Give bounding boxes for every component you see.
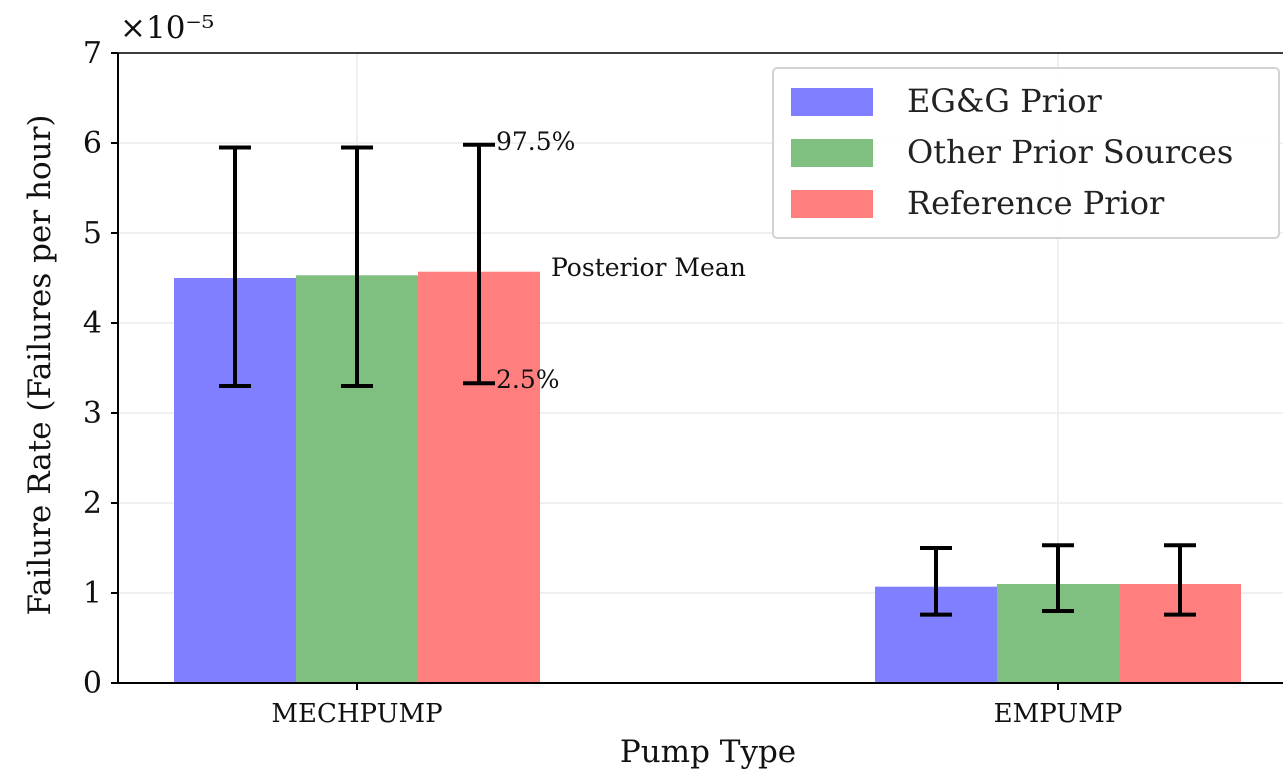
x-tick-label: MECHPUMP	[271, 699, 442, 729]
error-bars-layer	[219, 142, 1196, 617]
legend-swatch-other-prior-sources	[791, 139, 873, 167]
scale-label: ×10⁻⁵	[120, 10, 214, 46]
annotation-upper: 97.5%	[496, 127, 575, 156]
x-axis-label: Pump Type	[620, 734, 796, 770]
annotation-mean: Posterior Mean	[551, 253, 746, 282]
y-tick-label: 3	[83, 396, 102, 431]
y-axis-label: Failure Rate (Failures per hour)	[22, 115, 58, 616]
legend-swatch-egg-prior	[791, 88, 873, 116]
legend-frame	[772, 67, 1280, 239]
y-tick-label: 2	[83, 486, 102, 521]
y-tick-label: 4	[83, 306, 102, 341]
y-tick-label: 0	[83, 666, 102, 701]
legend-swatch-reference-prior	[791, 190, 873, 218]
legend-label-other-prior-sources: Other Prior Sources	[907, 133, 1233, 171]
x-tick-label: EMPUMP	[994, 699, 1123, 729]
axes-layer: 0 1 2 3 4 5 6 7 MECHPUMP EMPUMP	[83, 36, 1283, 729]
y-tick-label: 1	[83, 576, 102, 611]
y-tick-label: 5	[83, 216, 102, 251]
annotation-lower: 2.5%	[496, 365, 560, 394]
y-tick-label: 7	[83, 36, 102, 71]
y-tick-label: 6	[83, 126, 102, 161]
bars-layer	[174, 271, 1241, 683]
legend-label-egg-prior: EG&G Prior	[907, 82, 1102, 120]
legend: EG&G Prior Other Prior Sources Reference…	[772, 67, 1280, 239]
legend-label-reference-prior: Reference Prior	[907, 184, 1165, 222]
